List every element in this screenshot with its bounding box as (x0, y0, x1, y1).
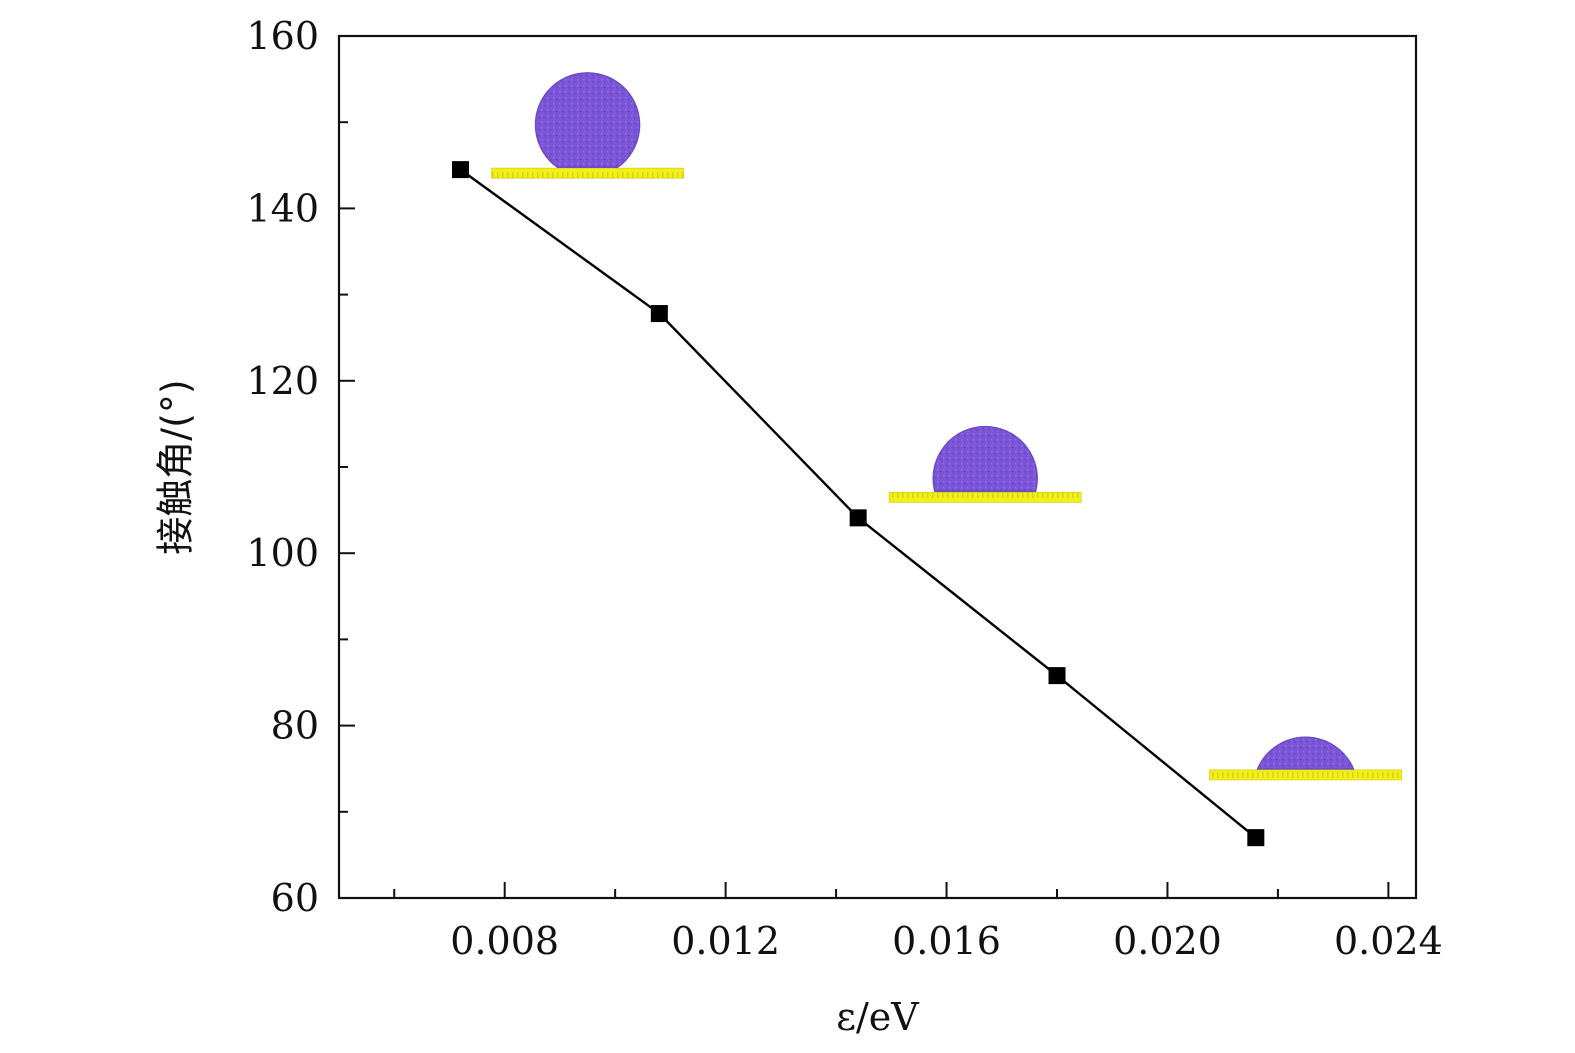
substrate (888, 491, 1082, 503)
substrate (1209, 769, 1402, 781)
droplet (1256, 736, 1355, 770)
x-axis-title: ε/eV (836, 995, 919, 1039)
y-axis-title: 接触角/(°) (154, 379, 198, 554)
labels-layer: ε/eV 接触角/(°) (154, 379, 920, 1039)
y-tick-label: 60 (271, 876, 319, 920)
y-tick-label: 120 (246, 359, 319, 403)
x-tick-label: 0.012 (671, 919, 780, 963)
data-point (849, 509, 867, 527)
droplet-mid-angle (888, 425, 1082, 503)
plot-frame (337, 34, 1418, 900)
droplet (534, 72, 641, 168)
y-tick-label: 140 (246, 186, 319, 230)
plot-border (337, 34, 1418, 900)
y-tick-label: 100 (246, 531, 319, 575)
droplet-insets (491, 72, 1402, 781)
x-tick-label: 0.024 (1334, 919, 1443, 963)
droplet (932, 425, 1038, 493)
droplet-high-angle (491, 72, 684, 179)
x-tick-label: 0.008 (450, 919, 559, 963)
series-layer (452, 161, 1265, 847)
substrate (491, 167, 684, 179)
y-tick-label: 160 (246, 14, 319, 58)
y-tick-label: 80 (271, 704, 319, 748)
x-tick-label: 0.016 (892, 919, 1001, 963)
droplet-low-angle (1209, 736, 1402, 781)
data-point (1247, 829, 1265, 847)
axes-layer: 0.008 0.012 0.016 0.020 0.024 60 80 100 120 140 16… (246, 14, 1442, 963)
data-point (452, 161, 470, 179)
data-point (1048, 667, 1066, 685)
x-tick-label: 0.020 (1113, 919, 1222, 963)
data-point (650, 305, 668, 323)
series-line (459, 168, 1257, 839)
